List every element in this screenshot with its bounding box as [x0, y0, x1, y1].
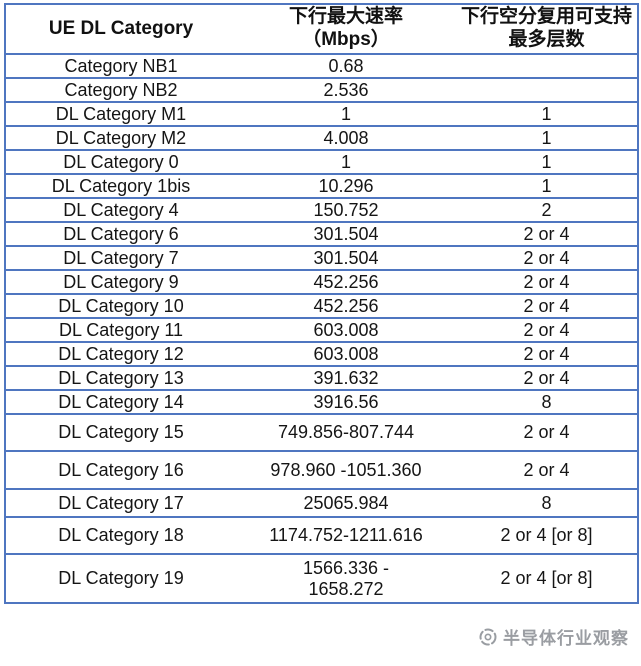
aperture-circle-icon — [478, 627, 498, 647]
table-row: Category NB2 2.536 — [5, 78, 638, 102]
cell-rate: 1174.752-1211.616 — [269, 525, 423, 546]
cell-rate: 301.504 — [313, 247, 379, 268]
table-row: DL Category 1bis 10.296 1 — [5, 174, 638, 198]
table-row: DL Category 13 391.632 2 or 4 — [5, 366, 638, 390]
table-row: DL Category 9 452.256 2 or 4 — [5, 270, 638, 294]
table-row: DL Category M2 4.008 1 — [5, 126, 638, 150]
table-row: DL Category 4 150.752 2 — [5, 198, 638, 222]
cell-category: DL Category 11 — [58, 319, 184, 340]
cell-layers: 2 or 4 [or 8] — [500, 568, 593, 589]
table-row: DL Category 7 301.504 2 or 4 — [5, 246, 638, 270]
watermark: 半导体行业观察 — [478, 624, 629, 649]
cell-rate: 4.008 — [323, 127, 369, 148]
cell-category: DL Category 18 — [58, 525, 184, 546]
table-row: DL Category 19 1566.336 - 1658.272 2 or … — [5, 554, 638, 603]
table-row: DL Category 6 301.504 2 or 4 — [5, 222, 638, 246]
cell-category: DL Category 9 — [63, 271, 179, 292]
cell-layers: 2 or 4 [or 8] — [500, 525, 593, 546]
cell-rate: 603.008 — [313, 319, 379, 340]
cell-layers: 2 or 4 — [523, 271, 570, 292]
cell-rate: 452.256 — [313, 271, 379, 292]
cell-rate: 1 — [340, 151, 351, 172]
header-max-layers: 下行空分复用可支持 最多层数 — [460, 6, 632, 50]
table-row: DL Category 12 603.008 2 or 4 — [5, 342, 638, 366]
table-row: DL Category 14 3916.56 8 — [5, 390, 638, 414]
cell-rate: 1 — [340, 103, 351, 124]
cell-rate: 978.960 -1051.360 — [270, 459, 422, 480]
table-row: DL Category 11 603.008 2 or 4 — [5, 318, 638, 342]
cell-category: DL Category 14 — [58, 391, 184, 412]
cell-rate: 1566.336 - 1658.272 — [302, 557, 390, 599]
cell-category: DL Category 16 — [58, 459, 184, 480]
cell-layers: 1 — [541, 151, 552, 172]
cell-layers — [456, 78, 638, 102]
cell-category: DL Category 15 — [58, 422, 184, 443]
table-row: DL Category 10 452.256 2 or 4 — [5, 294, 638, 318]
cell-layers: 8 — [541, 492, 552, 513]
cell-layers: 2 or 4 — [523, 223, 570, 244]
cell-layers: 2 or 4 — [523, 343, 570, 364]
header-max-rate: 下行最大速率 （Mbps） — [288, 6, 403, 50]
cell-layers: 2 or 4 — [523, 367, 570, 388]
header-category: UE DL Category — [48, 17, 194, 39]
table-row: DL Category M1 1 1 — [5, 102, 638, 126]
cell-category: DL Category 12 — [58, 343, 184, 364]
cell-layers: 1 — [541, 175, 552, 196]
cell-category: DL Category 1bis — [51, 175, 191, 196]
cell-layers — [456, 54, 638, 78]
cell-category: DL Category 19 — [58, 568, 184, 589]
cell-layers: 1 — [541, 103, 552, 124]
cell-rate: 150.752 — [313, 199, 379, 220]
table-row: DL Category 18 1174.752-1211.616 2 or 4 … — [5, 517, 638, 554]
ue-dl-category-table: UE DL Category 下行最大速率 （Mbps） 下行空分复用可支持 最… — [4, 3, 639, 604]
cell-rate: 0.68 — [328, 55, 364, 76]
cell-layers: 2 — [541, 199, 552, 220]
cell-layers: 2 or 4 — [523, 459, 570, 480]
table-header: UE DL Category 下行最大速率 （Mbps） 下行空分复用可支持 最… — [5, 4, 638, 54]
table-row: Category NB1 0.68 — [5, 54, 638, 78]
cell-layers: 1 — [541, 127, 552, 148]
cell-layers: 2 or 4 — [523, 295, 570, 316]
cell-rate: 10.296 — [318, 175, 374, 196]
table-body: Category NB1 0.68 Category NB2 2.536 DL … — [5, 54, 638, 603]
cell-category: DL Category 13 — [58, 367, 184, 388]
cell-rate: 2.536 — [323, 79, 369, 100]
cell-category: DL Category 17 — [58, 492, 184, 513]
cell-layers: 2 or 4 — [523, 422, 570, 443]
cell-rate: 301.504 — [313, 223, 379, 244]
header-row: UE DL Category 下行最大速率 （Mbps） 下行空分复用可支持 最… — [5, 4, 638, 54]
cell-category: DL Category M1 — [55, 103, 187, 124]
table-row: DL Category 15 749.856-807.744 2 or 4 — [5, 414, 638, 451]
cell-rate: 603.008 — [313, 343, 379, 364]
cell-category: DL Category 6 — [63, 223, 179, 244]
cell-rate: 25065.984 — [303, 492, 389, 513]
cell-category: DL Category 10 — [58, 295, 184, 316]
cell-category: DL Category M2 — [55, 127, 187, 148]
cell-rate: 391.632 — [313, 367, 379, 388]
cell-rate: 3916.56 — [313, 391, 379, 412]
cell-category: DL Category 7 — [63, 247, 179, 268]
cell-rate: 749.856-807.744 — [277, 422, 415, 443]
watermark-text: 半导体行业观察 — [503, 629, 629, 648]
cell-layers: 8 — [541, 391, 552, 412]
table-row: DL Category 17 25065.984 8 — [5, 489, 638, 517]
cell-rate: 452.256 — [313, 295, 379, 316]
cell-layers: 2 or 4 — [523, 247, 570, 268]
table-row: DL Category 16 978.960 -1051.360 2 or 4 — [5, 451, 638, 489]
cell-layers: 2 or 4 — [523, 319, 570, 340]
cell-category: DL Category 0 — [63, 151, 179, 172]
table-row: DL Category 0 1 1 — [5, 150, 638, 174]
cell-category: Category NB1 — [64, 55, 178, 76]
cell-category: DL Category 4 — [63, 199, 179, 220]
cell-category: Category NB2 — [64, 79, 178, 100]
